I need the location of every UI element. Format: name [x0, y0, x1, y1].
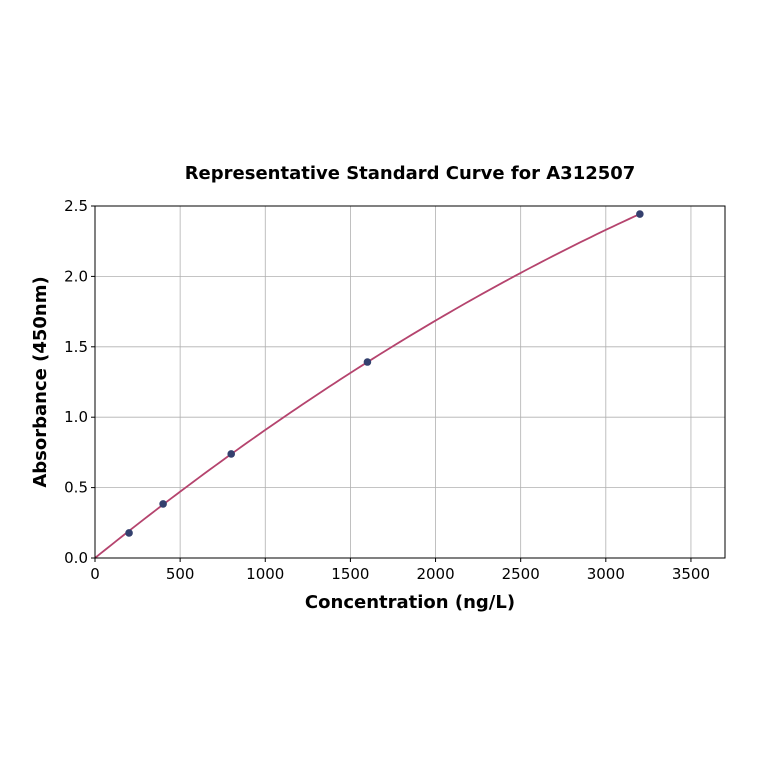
y-tick-label: 2.0	[64, 267, 88, 285]
x-tick-label: 3500	[672, 565, 710, 583]
y-tick-label: 1.5	[64, 338, 88, 356]
data-point	[125, 529, 133, 537]
data-point	[636, 210, 644, 218]
chart-title: Representative Standard Curve for A31250…	[185, 163, 636, 184]
fit-curve	[94, 213, 641, 559]
x-tick-label: 1000	[246, 565, 284, 583]
x-axis-label: Concentration (ng/L)	[305, 592, 515, 613]
data-point	[159, 500, 167, 508]
x-tick-label: 2500	[502, 565, 540, 583]
x-tick-label: 0	[90, 565, 100, 583]
x-tick-label: 3000	[587, 565, 625, 583]
x-axis: 0 500 1000 1500 2000 2500 3000 3500	[90, 558, 710, 583]
plot-frame	[94, 205, 726, 559]
y-tick-label: 1.0	[64, 408, 88, 426]
x-tick-label: 1500	[331, 565, 369, 583]
y-axis: 0.0 0.5 1.0 1.5 2.0 2.5	[64, 197, 95, 567]
y-tick-label: 0.5	[64, 479, 88, 497]
data-point	[363, 358, 372, 366]
x-tick-label: 2000	[416, 565, 454, 583]
data-points	[125, 210, 644, 537]
y-axis-label: Absorbance (450nm)	[30, 276, 51, 487]
grid	[94, 205, 725, 559]
y-tick-label: 0.0	[64, 549, 88, 567]
x-tick-label: 500	[166, 565, 195, 583]
y-tick-label: 2.5	[64, 197, 88, 215]
data-point	[227, 450, 236, 458]
